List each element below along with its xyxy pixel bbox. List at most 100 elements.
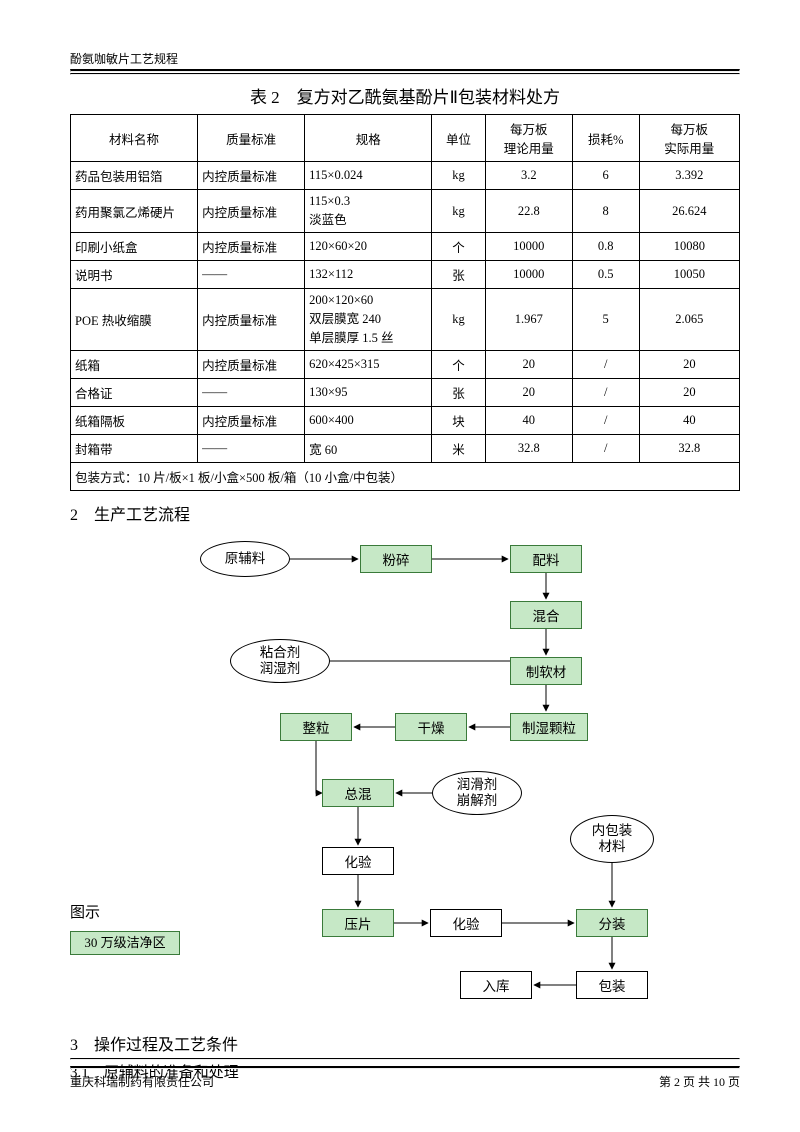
table-cell: 3.2 bbox=[485, 162, 572, 190]
table-header-row: 材料名称质量标准规格单位每万板理论用量损耗%每万板实际用量 bbox=[71, 115, 740, 162]
flow-node-lube: 润滑剂崩解剂 bbox=[432, 771, 522, 815]
flow-node-mix: 混合 bbox=[510, 601, 582, 629]
table-cell: 0.8 bbox=[572, 233, 639, 261]
table-cell: / bbox=[572, 407, 639, 435]
table-cell: 个 bbox=[432, 351, 486, 379]
table-cell: 5 bbox=[572, 289, 639, 351]
table-row: POE 热收缩膜内控质量标准200×120×60双层膜宽 240单层膜厚 1.5… bbox=[71, 289, 740, 351]
table-cell: —— bbox=[198, 379, 305, 407]
header-rule-thin bbox=[70, 73, 740, 75]
table-cell: 10000 bbox=[485, 261, 572, 289]
flow-node-batch: 配料 bbox=[510, 545, 582, 573]
table-cell: 130×95 bbox=[305, 379, 432, 407]
table-cell: 40 bbox=[485, 407, 572, 435]
table-col-header: 质量标准 bbox=[198, 115, 305, 162]
flow-node-raw: 原辅料 bbox=[200, 541, 290, 577]
legend-box: 30 万级洁净区 bbox=[70, 931, 180, 955]
flow-node-test2: 化验 bbox=[430, 909, 502, 937]
table-col-header: 规格 bbox=[305, 115, 432, 162]
table-cell: kg bbox=[432, 190, 486, 233]
table-row: 纸箱内控质量标准620×425×315个20/20 bbox=[71, 351, 740, 379]
table-cell: 2.065 bbox=[639, 289, 739, 351]
flow-node-binder: 粘合剂润湿剂 bbox=[230, 639, 330, 683]
page-footer: 重庆科瑞制药有限责任公司 第 2 页 共 10 页 bbox=[70, 1051, 740, 1090]
footer-company: 重庆科瑞制药有限责任公司 bbox=[70, 1073, 214, 1090]
table-cell: 10080 bbox=[639, 233, 739, 261]
table-cell: POE 热收缩膜 bbox=[71, 289, 198, 351]
table-col-header: 单位 bbox=[432, 115, 486, 162]
spec-table: 材料名称质量标准规格单位每万板理论用量损耗%每万板实际用量 药品包装用铝箔内控质… bbox=[70, 114, 740, 491]
flow-node-wetg: 制湿颗粒 bbox=[510, 713, 588, 741]
section-2: 2 生产工艺流程 bbox=[70, 501, 740, 525]
table-cell: 内控质量标准 bbox=[198, 407, 305, 435]
table-cell: 张 bbox=[432, 379, 486, 407]
table-cell: 内控质量标准 bbox=[198, 162, 305, 190]
legend-label: 图示 bbox=[70, 901, 100, 922]
table-cell: 封箱带 bbox=[71, 435, 198, 463]
flow-node-blend: 总混 bbox=[322, 779, 394, 807]
table-cell: 32.8 bbox=[485, 435, 572, 463]
table-cell: 张 bbox=[432, 261, 486, 289]
table-cell: 20 bbox=[485, 351, 572, 379]
table-cell: 1.967 bbox=[485, 289, 572, 351]
table-cell: 115×0.3淡蓝色 bbox=[305, 190, 432, 233]
table-cell: 20 bbox=[639, 351, 739, 379]
table-cell: / bbox=[572, 379, 639, 407]
flow-node-pack: 包装 bbox=[576, 971, 648, 999]
table-cell: —— bbox=[198, 261, 305, 289]
table-cell: 620×425×315 bbox=[305, 351, 432, 379]
table-cell: 132×112 bbox=[305, 261, 432, 289]
table-title: 表 2 复方对乙酰氨基酚片Ⅱ包装材料处方 bbox=[70, 83, 740, 108]
footer-page: 第 2 页 共 10 页 bbox=[659, 1073, 740, 1090]
table-cell: 200×120×60双层膜宽 240单层膜厚 1.5 丝 bbox=[305, 289, 432, 351]
table-cell: 印刷小纸盒 bbox=[71, 233, 198, 261]
table-cell: —— bbox=[198, 435, 305, 463]
table-col-header: 每万板实际用量 bbox=[639, 115, 739, 162]
flow-node-store: 入库 bbox=[460, 971, 532, 999]
table-cell: 10050 bbox=[639, 261, 739, 289]
table-col-header: 材料名称 bbox=[71, 115, 198, 162]
table-cell: 纸箱 bbox=[71, 351, 198, 379]
doc-header: 酚氨咖敏片工艺规程 bbox=[70, 50, 740, 67]
table-cell: 内控质量标准 bbox=[198, 351, 305, 379]
table-cell: 个 bbox=[432, 233, 486, 261]
table-cell: 6 bbox=[572, 162, 639, 190]
table-cell: 块 bbox=[432, 407, 486, 435]
table-cell: 纸箱隔板 bbox=[71, 407, 198, 435]
flow-arrows bbox=[170, 531, 710, 1021]
table-cell: 药用聚氯乙烯硬片 bbox=[71, 190, 198, 233]
table-cell: 内控质量标准 bbox=[198, 233, 305, 261]
table-cell: 3.392 bbox=[639, 162, 739, 190]
table-cell: 米 bbox=[432, 435, 486, 463]
table-cell: kg bbox=[432, 162, 486, 190]
flowchart: 原辅料粉碎配料混合粘合剂润湿剂制软材制湿颗粒干燥整粒总混润滑剂崩解剂化验压片化验… bbox=[170, 531, 710, 1021]
table-cell: 32.8 bbox=[639, 435, 739, 463]
header-rule bbox=[70, 69, 740, 72]
table-row: 封箱带——宽 60米32.8/32.8 bbox=[71, 435, 740, 463]
table-row: 药品包装用铝箔内控质量标准115×0.024kg3.263.392 bbox=[71, 162, 740, 190]
flow-node-press: 压片 bbox=[322, 909, 394, 937]
table-cell: / bbox=[572, 351, 639, 379]
table-row: 药用聚氯乙烯硬片内控质量标准115×0.3淡蓝色kg22.8826.624 bbox=[71, 190, 740, 233]
flow-node-soft: 制软材 bbox=[510, 657, 582, 685]
table-row: 说明书——132×112张100000.510050 bbox=[71, 261, 740, 289]
table-cell: 药品包装用铝箔 bbox=[71, 162, 198, 190]
table-body: 药品包装用铝箔内控质量标准115×0.024kg3.263.392药用聚氯乙烯硬… bbox=[71, 162, 740, 491]
table-cell: kg bbox=[432, 289, 486, 351]
table-cell: 10000 bbox=[485, 233, 572, 261]
table-cell: 40 bbox=[639, 407, 739, 435]
flow-node-innerpk: 内包装材料 bbox=[570, 815, 654, 863]
table-cell: 26.624 bbox=[639, 190, 739, 233]
table-row: 合格证——130×95张20/20 bbox=[71, 379, 740, 407]
table-cell: 20 bbox=[639, 379, 739, 407]
table-cell: 内控质量标准 bbox=[198, 289, 305, 351]
table-row: 纸箱隔板内控质量标准600×400块40/40 bbox=[71, 407, 740, 435]
table-col-header: 每万板理论用量 bbox=[485, 115, 572, 162]
table-cell: 20 bbox=[485, 379, 572, 407]
table-cell: 8 bbox=[572, 190, 639, 233]
table-cell: 120×60×20 bbox=[305, 233, 432, 261]
table-cell: 115×0.024 bbox=[305, 162, 432, 190]
table-row: 印刷小纸盒内控质量标准120×60×20个100000.810080 bbox=[71, 233, 740, 261]
table-cell: 宽 60 bbox=[305, 435, 432, 463]
table-cell: 合格证 bbox=[71, 379, 198, 407]
